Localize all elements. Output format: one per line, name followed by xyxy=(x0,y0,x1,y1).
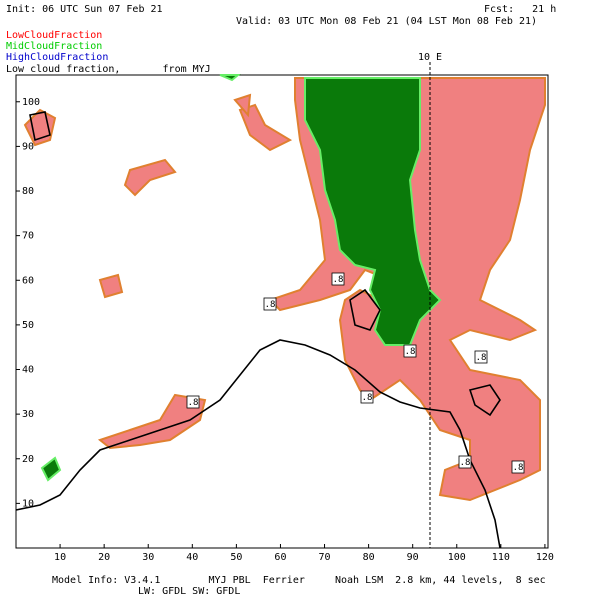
contour-label: .8 xyxy=(476,353,487,363)
y-tick-label: 90 xyxy=(22,141,34,152)
coastline xyxy=(29,111,501,417)
y-tick-label: 80 xyxy=(22,186,34,197)
meridian-label: 10 E xyxy=(418,52,442,63)
legend-entry: MidCloudFraction xyxy=(6,41,102,52)
x-tick-label: 100 xyxy=(448,552,466,563)
x-tick-label: 10 xyxy=(54,552,66,563)
x-tick-label: 110 xyxy=(492,552,510,563)
mid-cloud xyxy=(219,74,241,82)
contour-label: .8 xyxy=(513,463,524,473)
contour-label: .8 xyxy=(333,275,344,285)
contour-label-box xyxy=(186,395,200,409)
x-tick-label: 40 xyxy=(186,552,198,563)
x-tick-label: 80 xyxy=(363,552,375,563)
plot-frame xyxy=(15,74,549,549)
x-tick-label: 20 xyxy=(98,552,110,563)
low-cloud xyxy=(233,93,252,118)
legend-entry: HighCloudFraction xyxy=(6,52,108,63)
contour-label: .8 xyxy=(405,347,416,357)
y-tick-label: 10 xyxy=(22,498,34,509)
contour-label-box xyxy=(458,455,472,469)
contour-label-box xyxy=(263,297,277,311)
valid: Valid: 03 UTC Mon 08 Feb 21 (04 LST Mon … xyxy=(236,16,537,27)
contour-label-box xyxy=(331,272,345,286)
legend-entry: LowCloudFraction xyxy=(6,30,102,41)
x-tick-label: 50 xyxy=(230,552,242,563)
y-tick-label: 100 xyxy=(22,97,40,108)
coastline xyxy=(15,339,501,549)
x-tick-label: 120 xyxy=(536,552,554,563)
y-tick-label: 50 xyxy=(22,320,34,331)
x-tick-label: 70 xyxy=(319,552,331,563)
contour-label-box xyxy=(511,460,525,474)
subtitle: Low cloud fraction, from MYJ xyxy=(6,64,211,75)
forecast: Fcst: 21 h xyxy=(484,4,556,15)
x-tick-label: 60 xyxy=(274,552,286,563)
mid-cloud xyxy=(40,456,62,482)
footer-info: Model Info: V3.4.1 MYJ PBL Ferrier Noah … xyxy=(52,575,546,586)
contour-label-box xyxy=(403,344,417,358)
low-cloud xyxy=(123,158,177,197)
low-cloud xyxy=(98,273,124,299)
cloud-regions xyxy=(23,74,546,502)
contour-label: .8 xyxy=(188,398,199,408)
contour-label: .8 xyxy=(265,300,276,310)
x-tick-label: 30 xyxy=(142,552,154,563)
footer-radiation: LW: GFDL SW: GFDL xyxy=(138,586,240,597)
y-tick-label: 40 xyxy=(22,365,34,376)
contour-label-box xyxy=(474,350,488,364)
y-tick-label: 20 xyxy=(22,454,34,465)
contour-label-box xyxy=(360,390,374,404)
low-cloud xyxy=(97,393,207,450)
init: Init: 06 UTC Sun 07 Feb 21 xyxy=(6,4,163,15)
x-tick-label: 90 xyxy=(407,552,419,563)
contour-label: .8 xyxy=(362,393,373,403)
y-tick-label: 60 xyxy=(22,275,34,286)
low-cloud xyxy=(238,103,293,152)
y-tick-label: 70 xyxy=(22,231,34,242)
contour-label: .8 xyxy=(460,458,471,468)
mid-cloud xyxy=(304,77,442,346)
y-tick-label: 30 xyxy=(22,409,34,420)
